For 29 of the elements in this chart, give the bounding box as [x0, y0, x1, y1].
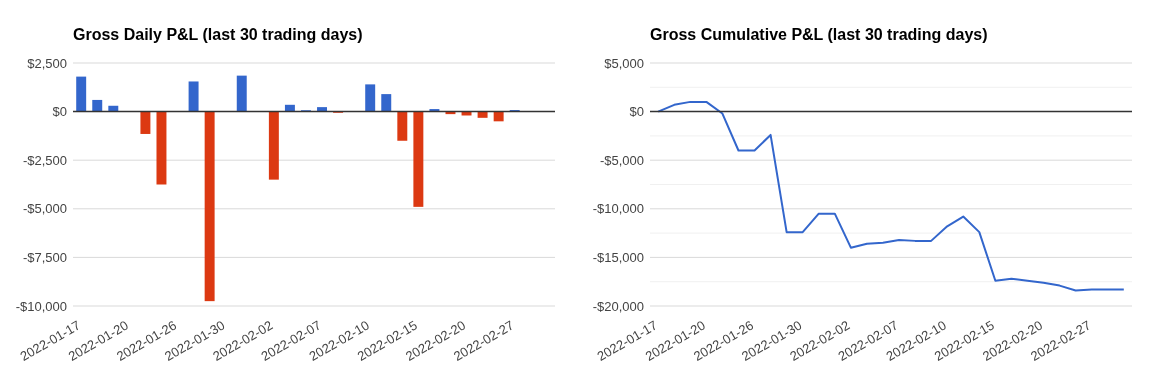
y-tick-label: -$5,000: [22, 201, 67, 217]
y-tick-label: -$5,000: [599, 152, 644, 168]
bar: [365, 84, 376, 112]
bar: [397, 111, 408, 141]
chart-title: Gross Daily P&L (last 30 trading days): [73, 26, 363, 43]
bar: [413, 111, 424, 207]
bar: [493, 111, 504, 122]
y-tick-label: $0: [52, 104, 67, 120]
bar: [236, 75, 247, 112]
y-tick-label: -$2,500: [22, 152, 67, 168]
bar: [477, 111, 488, 118]
y-tick-label: -$10,000: [15, 298, 67, 314]
y-tick-label: $0: [629, 104, 644, 120]
bar: [140, 111, 151, 134]
chart-title: Gross Cumulative P&L (last 30 trading days): [650, 26, 988, 43]
y-tick-label: -$20,000: [592, 298, 644, 314]
bar: [188, 81, 199, 112]
bar: [76, 76, 87, 112]
y-tick-label: $2,500: [27, 55, 67, 71]
bar: [204, 111, 215, 302]
bar: [381, 94, 392, 112]
line-series: [657, 100, 1125, 292]
y-tick-label: -$7,500: [22, 249, 67, 265]
bar: [92, 99, 103, 112]
bar: [156, 111, 167, 185]
bar: [268, 111, 279, 180]
y-tick-label: $5,000: [604, 55, 644, 71]
y-tick-label: -$15,000: [592, 249, 644, 265]
y-tick-label: -$10,000: [592, 201, 644, 217]
